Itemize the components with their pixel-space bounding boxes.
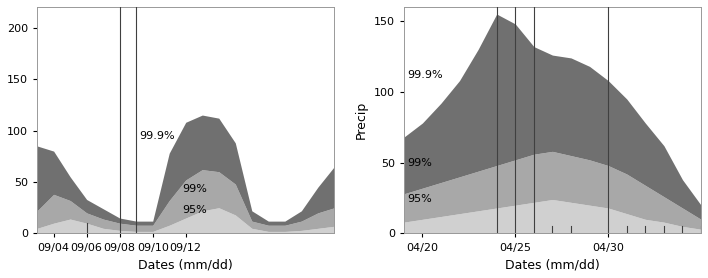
Text: 99.9%: 99.9%	[408, 70, 443, 80]
Text: 95%: 95%	[183, 205, 207, 215]
Text: 95%: 95%	[408, 194, 433, 204]
Y-axis label: Precip: Precip	[355, 101, 368, 139]
Text: 99%: 99%	[408, 158, 433, 168]
Text: 99.9%: 99.9%	[139, 131, 175, 141]
X-axis label: Dates (mm/dd): Dates (mm/dd)	[138, 258, 233, 271]
X-axis label: Dates (mm/dd): Dates (mm/dd)	[505, 258, 600, 271]
Text: 99%: 99%	[183, 184, 207, 194]
